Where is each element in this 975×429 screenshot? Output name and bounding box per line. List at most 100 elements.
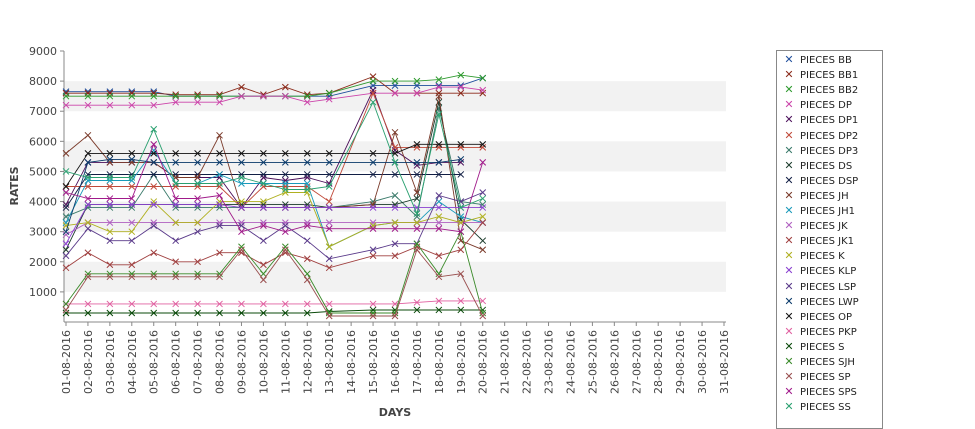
y-tick-label: 8000	[29, 75, 57, 88]
data-point-marker	[128, 92, 136, 100]
data-point-marker	[260, 261, 267, 269]
data-point-marker	[62, 306, 70, 314]
data-point-marker	[216, 201, 223, 208]
x-tick-label: 25-08-2016	[586, 330, 599, 394]
legend-item: ✕ PIECES SS	[781, 399, 851, 414]
data-point-marker	[479, 144, 487, 151]
legend-item: ✕ PIECES DP	[781, 97, 851, 112]
legend-marker-icon: ✕	[784, 355, 794, 368]
data-point-marker	[238, 300, 245, 308]
data-point-marker	[303, 171, 311, 178]
data-point-marker	[106, 309, 114, 317]
data-point-marker	[413, 89, 421, 97]
data-point-marker	[84, 150, 92, 157]
legend-marker-icon: ✕	[784, 279, 794, 293]
legend-label: PIECES LSP	[800, 281, 857, 293]
data-point-marker	[194, 300, 201, 308]
data-point-marker	[62, 168, 70, 175]
series-pieces-pkp	[62, 297, 487, 308]
x-axis-ticks: 01-08-2016 02-08-2016 03-08-2016 04-08-2016…	[60, 322, 731, 394]
data-point-marker	[238, 92, 245, 100]
data-point-marker	[172, 183, 180, 190]
legend-marker-icon: ✕	[784, 188, 794, 202]
data-point-marker	[216, 159, 223, 166]
legend-marker-icon: ✕	[784, 294, 794, 308]
data-point-marker	[479, 159, 487, 166]
data-point-marker	[303, 186, 311, 193]
data-point-marker	[106, 183, 114, 190]
data-point-marker	[172, 150, 180, 157]
data-point-marker	[457, 246, 465, 254]
data-point-marker	[106, 300, 114, 308]
legend-label: PIECES DP3	[800, 145, 859, 157]
legend-marker-icon: ✕	[784, 264, 794, 278]
data-point-marker	[281, 189, 289, 196]
data-point-marker	[194, 258, 201, 266]
data-point-marker	[413, 189, 421, 196]
data-point-marker	[413, 77, 421, 85]
legend-label: PIECES JH1	[800, 206, 855, 217]
series-pieces-k	[62, 189, 487, 251]
data-point-marker	[435, 252, 443, 260]
data-point-marker	[194, 92, 201, 100]
data-point-marker	[260, 92, 267, 100]
data-point-marker	[194, 183, 201, 190]
data-point-marker	[457, 71, 465, 79]
data-point-marker	[128, 201, 136, 208]
data-point-marker	[238, 204, 245, 211]
series-pieces-jk1	[62, 219, 487, 272]
x-tick-label: 08-08-2016	[214, 330, 227, 394]
legend-item: ✕ PIECES JK	[781, 218, 847, 233]
legend-label: PIECES DP1	[800, 115, 859, 127]
data-point-marker	[325, 219, 333, 226]
data-point-marker	[369, 312, 377, 320]
data-point-marker	[172, 201, 180, 208]
data-point-marker	[369, 171, 377, 178]
data-point-marker	[325, 198, 333, 205]
data-point-marker	[216, 150, 223, 157]
data-point-marker	[150, 273, 158, 281]
data-point-marker	[281, 177, 289, 184]
data-point-marker	[84, 270, 92, 278]
legend-marker-icon: ✕	[784, 370, 794, 384]
data-point-marker	[128, 177, 136, 184]
legend-marker-icon: ✕	[784, 53, 794, 66]
data-point-marker	[435, 89, 443, 97]
data-point-marker	[216, 98, 223, 106]
legend-label: PIECES SS	[800, 402, 851, 414]
x-tick-label: 24-08-2016	[564, 330, 577, 394]
data-point-marker	[216, 180, 223, 187]
legend-label: PIECES LWP	[800, 296, 859, 308]
legend-item: ✕ PIECES PKP	[781, 324, 856, 339]
data-point-marker	[435, 213, 443, 220]
legend-item: ✕ PIECES DS	[781, 158, 852, 173]
data-point-marker	[303, 309, 311, 317]
data-point-marker	[128, 219, 136, 226]
data-point-marker	[172, 204, 180, 211]
data-point-marker	[238, 243, 245, 251]
x-tick-label: 19-08-2016	[455, 330, 468, 394]
data-point-marker	[62, 101, 70, 109]
data-point-marker	[216, 309, 223, 317]
x-tick-label: 11-08-2016	[279, 330, 292, 394]
data-point-marker	[479, 213, 487, 220]
data-point-marker	[303, 204, 311, 211]
legend-label: PIECES DP2	[800, 130, 859, 142]
data-point-marker	[172, 237, 180, 245]
data-point-marker	[172, 270, 180, 278]
legend-item: ✕ PIECES DP2	[781, 128, 858, 143]
data-point-marker	[128, 309, 136, 317]
data-point-marker	[84, 92, 92, 100]
data-point-marker	[413, 171, 421, 178]
legend-item: ✕ PIECES BB1	[781, 67, 858, 82]
data-point-marker	[238, 249, 245, 257]
data-point-marker	[172, 273, 180, 281]
data-point-marker	[435, 297, 443, 305]
x-tick-label: 27-08-2016	[630, 330, 643, 394]
data-point-marker	[260, 237, 267, 245]
data-point-marker	[435, 92, 443, 100]
data-point-marker	[84, 309, 92, 317]
data-point-marker	[216, 273, 223, 281]
data-point-marker	[260, 300, 267, 308]
data-point-marker	[391, 128, 399, 136]
